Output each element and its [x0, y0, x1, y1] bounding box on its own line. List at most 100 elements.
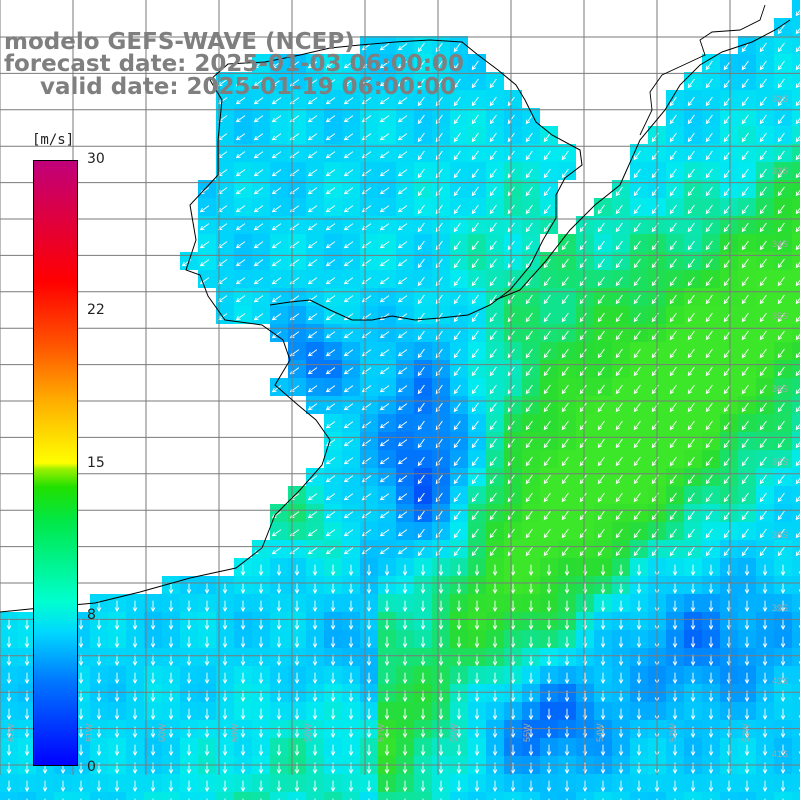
wind-arrow: [762, 780, 768, 792]
wind-cell: [792, 342, 800, 360]
wind-cell: [792, 504, 800, 522]
wind-arrow: [561, 294, 569, 305]
wind-arrow: [168, 744, 174, 756]
wind-arrow: [705, 330, 713, 341]
wind-cell: [486, 792, 504, 800]
wind-arrow: [343, 547, 354, 555]
wind-arrow: [78, 636, 84, 648]
wind-arrow: [435, 132, 443, 143]
wind-arrow: [741, 384, 749, 395]
wind-arrow: [343, 97, 354, 105]
wind-arrow: [777, 168, 785, 179]
wind-arrow: [669, 546, 677, 557]
wind-arrow: [579, 492, 587, 503]
wind-arrow: [379, 331, 390, 339]
wind-arrow: [543, 438, 551, 449]
wind-arrow: [271, 529, 282, 537]
wind-arrow: [618, 618, 624, 630]
wind-arrow: [489, 438, 497, 449]
wind-arrow: [435, 474, 443, 485]
wind-arrow: [222, 600, 228, 612]
wind-arrow: [330, 780, 336, 792]
wind-arrow: [343, 421, 354, 429]
wind-arrow: [708, 762, 714, 774]
wind-arrow: [222, 708, 228, 720]
wind-arrow: [271, 241, 282, 249]
wind-arrow: [669, 330, 677, 341]
wind-arrow: [253, 97, 264, 105]
wind-arrow: [456, 780, 462, 792]
wind-arrow: [204, 762, 210, 774]
wind-arrow: [705, 402, 713, 413]
wind-arrow: [379, 205, 390, 213]
wind-arrow: [687, 438, 695, 449]
wind-arrow: [489, 150, 497, 161]
wind-arrow: [402, 708, 408, 720]
wind-arrow: [708, 636, 714, 648]
wind-arrow: [777, 528, 785, 539]
wind-arrow: [564, 762, 570, 774]
wind-arrow: [741, 222, 749, 233]
wind-arrow: [762, 600, 768, 612]
wind-arrow: [723, 276, 731, 287]
wind-arrow: [690, 654, 696, 666]
wind-arrow: [525, 222, 533, 233]
wind-arrow: [325, 115, 336, 123]
wind-arrow: [636, 636, 642, 648]
wind-arrow: [453, 168, 461, 179]
wind-arrow: [525, 294, 533, 305]
wind-arrow: [708, 708, 714, 720]
wind-arrow: [687, 420, 695, 431]
wind-arrow: [777, 24, 785, 35]
wind-arrow: [343, 115, 354, 123]
wind-arrow: [343, 529, 354, 537]
wind-arrow: [435, 276, 443, 287]
wind-arrow: [222, 780, 228, 792]
wind-arrow: [633, 384, 641, 395]
wind-arrow: [600, 780, 606, 792]
valid-date: valid date: 2025-01-19 06:00:00: [40, 74, 457, 100]
wind-arrow: [690, 636, 696, 648]
wind-arrow: [366, 762, 372, 774]
wind-arrow: [330, 762, 336, 774]
wind-arrow: [258, 780, 264, 792]
wind-arrow: [271, 223, 282, 231]
wind-arrow: [705, 294, 713, 305]
wind-arrow: [687, 204, 695, 215]
lon-label: 62W: [6, 723, 16, 742]
wind-arrow: [438, 762, 444, 774]
wind-arrow: [672, 780, 678, 792]
wind-arrow: [741, 258, 749, 269]
wind-arrow: [618, 708, 624, 720]
wind-arrow: [687, 186, 695, 197]
wind-arrow: [561, 150, 569, 161]
wind-arrow: [723, 492, 731, 503]
wind-arrow: [379, 475, 390, 483]
wind-arrow: [561, 276, 569, 287]
wind-arrow: [510, 762, 516, 774]
wind-arrow: [307, 79, 318, 87]
wind-arrow: [780, 672, 786, 684]
wind-arrow: [777, 312, 785, 323]
wind-arrow: [510, 744, 516, 756]
wind-arrow: [453, 42, 461, 53]
wind-arrow: [723, 474, 731, 485]
wind-arrow: [564, 780, 570, 792]
wind-arrow: [579, 348, 587, 359]
wind-arrow: [6, 672, 12, 684]
wind-arrow: [762, 762, 768, 774]
wind-arrow: [397, 259, 408, 267]
wind-arrow: [723, 168, 731, 179]
wind-arrow: [723, 258, 731, 269]
wind-arrow: [687, 78, 695, 89]
wind-cell: [756, 792, 774, 800]
lagoon-outline: [639, 4, 766, 136]
wind-arrow: [397, 205, 408, 213]
wind-arrow: [777, 384, 785, 395]
wind-arrow: [759, 222, 767, 233]
wind-arrow: [561, 258, 569, 269]
wind-arrow: [723, 384, 731, 395]
wind-arrow: [453, 276, 461, 287]
wind-arrow: [543, 222, 551, 233]
wind-arrow: [795, 513, 800, 521]
